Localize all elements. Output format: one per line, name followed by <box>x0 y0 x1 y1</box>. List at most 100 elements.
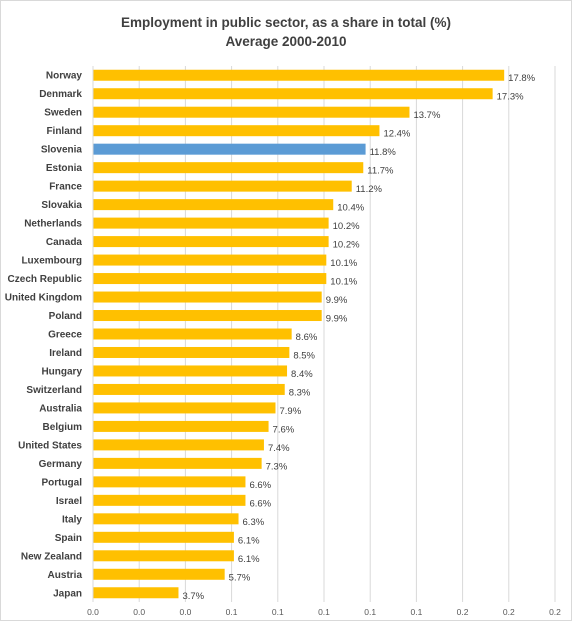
bar <box>93 346 290 358</box>
category-label: Sweden <box>44 108 82 119</box>
data-label: 10.4% <box>337 203 364 214</box>
data-label: 8.6% <box>296 332 318 343</box>
category-label: Norway <box>46 71 83 82</box>
x-tick-label: 0.1 <box>272 607 284 617</box>
bar <box>93 439 264 451</box>
category-label: Denmark <box>39 89 82 100</box>
bar <box>93 106 410 118</box>
data-label: 7.3% <box>266 461 288 472</box>
category-label: Switzerland <box>26 385 82 396</box>
category-label: Ireland <box>49 348 82 359</box>
category-label: Spain <box>55 533 82 544</box>
data-label: 17.3% <box>497 92 524 103</box>
bar <box>93 587 179 599</box>
bar <box>93 494 246 506</box>
data-label: 12.4% <box>383 129 410 140</box>
data-label: 6.3% <box>243 517 265 528</box>
category-label: Luxembourg <box>21 256 82 267</box>
category-label: New Zealand <box>21 551 82 562</box>
bar <box>93 162 364 174</box>
category-label: Belgium <box>43 422 83 433</box>
data-label: 6.6% <box>249 498 271 509</box>
bar <box>93 365 288 377</box>
data-label: 10.1% <box>330 258 357 269</box>
category-label: Czech Republic <box>8 274 83 285</box>
category-label: Slovenia <box>41 145 83 156</box>
data-label: 10.2% <box>333 240 360 251</box>
data-label: 7.9% <box>279 406 301 417</box>
x-tick-label: 0.2 <box>549 607 561 617</box>
x-tick-label: 0.0 <box>133 607 145 617</box>
data-label: 7.6% <box>273 424 295 435</box>
bar <box>93 328 292 340</box>
data-label: 6.6% <box>249 480 271 491</box>
data-label: 13.7% <box>413 110 440 121</box>
bar <box>93 273 327 285</box>
x-tick-label: 0.1 <box>410 607 422 617</box>
data-label: 9.9% <box>326 295 348 306</box>
chart-title-block: Employment in public sector, as a share … <box>0 13 572 51</box>
chart-subtitle: Average 2000-2010 <box>225 34 347 49</box>
category-label: Hungary <box>41 366 82 377</box>
bar <box>93 291 322 303</box>
bar <box>93 513 239 525</box>
x-tick-label: 0.2 <box>503 607 515 617</box>
data-label: 10.2% <box>333 221 360 232</box>
data-label: 7.4% <box>268 443 290 454</box>
bar <box>93 143 366 155</box>
bar <box>93 236 329 248</box>
data-label: 6.1% <box>238 554 260 565</box>
chart-title: Employment in public sector, as a share … <box>120 15 452 30</box>
data-label: 17.8% <box>508 73 535 84</box>
data-label: 8.3% <box>289 387 311 398</box>
data-label: 6.1% <box>238 535 260 546</box>
x-tick-label: 0.2 <box>457 607 469 617</box>
bar <box>93 199 334 211</box>
category-label: Poland <box>49 311 82 322</box>
category-label: Portugal <box>41 477 82 488</box>
category-label: Greece <box>48 330 82 341</box>
data-label: 5.7% <box>229 572 251 583</box>
category-label: United States <box>18 440 82 451</box>
category-label: Canada <box>46 237 83 248</box>
bar <box>93 457 262 469</box>
bar <box>93 531 234 543</box>
bar <box>93 217 329 229</box>
category-label: Japan <box>53 588 82 599</box>
category-label: Estonia <box>46 163 83 174</box>
category-label: United Kingdom <box>5 293 82 304</box>
bar <box>93 383 285 395</box>
data-label: 3.7% <box>182 591 204 602</box>
bar <box>93 310 322 322</box>
data-label: 8.4% <box>291 369 313 380</box>
data-label: 10.1% <box>330 277 357 288</box>
bar <box>93 254 327 266</box>
bar <box>93 550 234 562</box>
category-label: Israel <box>56 496 82 507</box>
category-label: Australia <box>39 403 82 414</box>
bar <box>93 180 352 192</box>
bar <box>93 476 246 488</box>
x-tick-label: 0.1 <box>226 607 238 617</box>
category-label: Slovakia <box>41 200 82 211</box>
x-tick-label: 0.0 <box>87 607 99 617</box>
bar <box>93 69 505 81</box>
bar <box>93 402 276 414</box>
category-label: Netherlands <box>24 219 82 230</box>
x-tick-label: 0.1 <box>318 607 330 617</box>
data-label: 11.2% <box>356 184 383 195</box>
data-label: 9.9% <box>326 314 348 325</box>
bar <box>93 125 380 137</box>
bar <box>93 568 225 580</box>
data-label: 11.7% <box>367 166 394 177</box>
x-tick-label: 0.1 <box>364 607 376 617</box>
category-label: Germany <box>39 459 83 470</box>
data-label: 8.5% <box>293 350 315 361</box>
category-label: Italy <box>62 514 82 525</box>
data-label: 11.8% <box>370 147 397 158</box>
bar <box>93 88 493 100</box>
x-tick-label: 0.0 <box>179 607 191 617</box>
category-label: France <box>49 182 82 193</box>
bar <box>93 420 269 432</box>
